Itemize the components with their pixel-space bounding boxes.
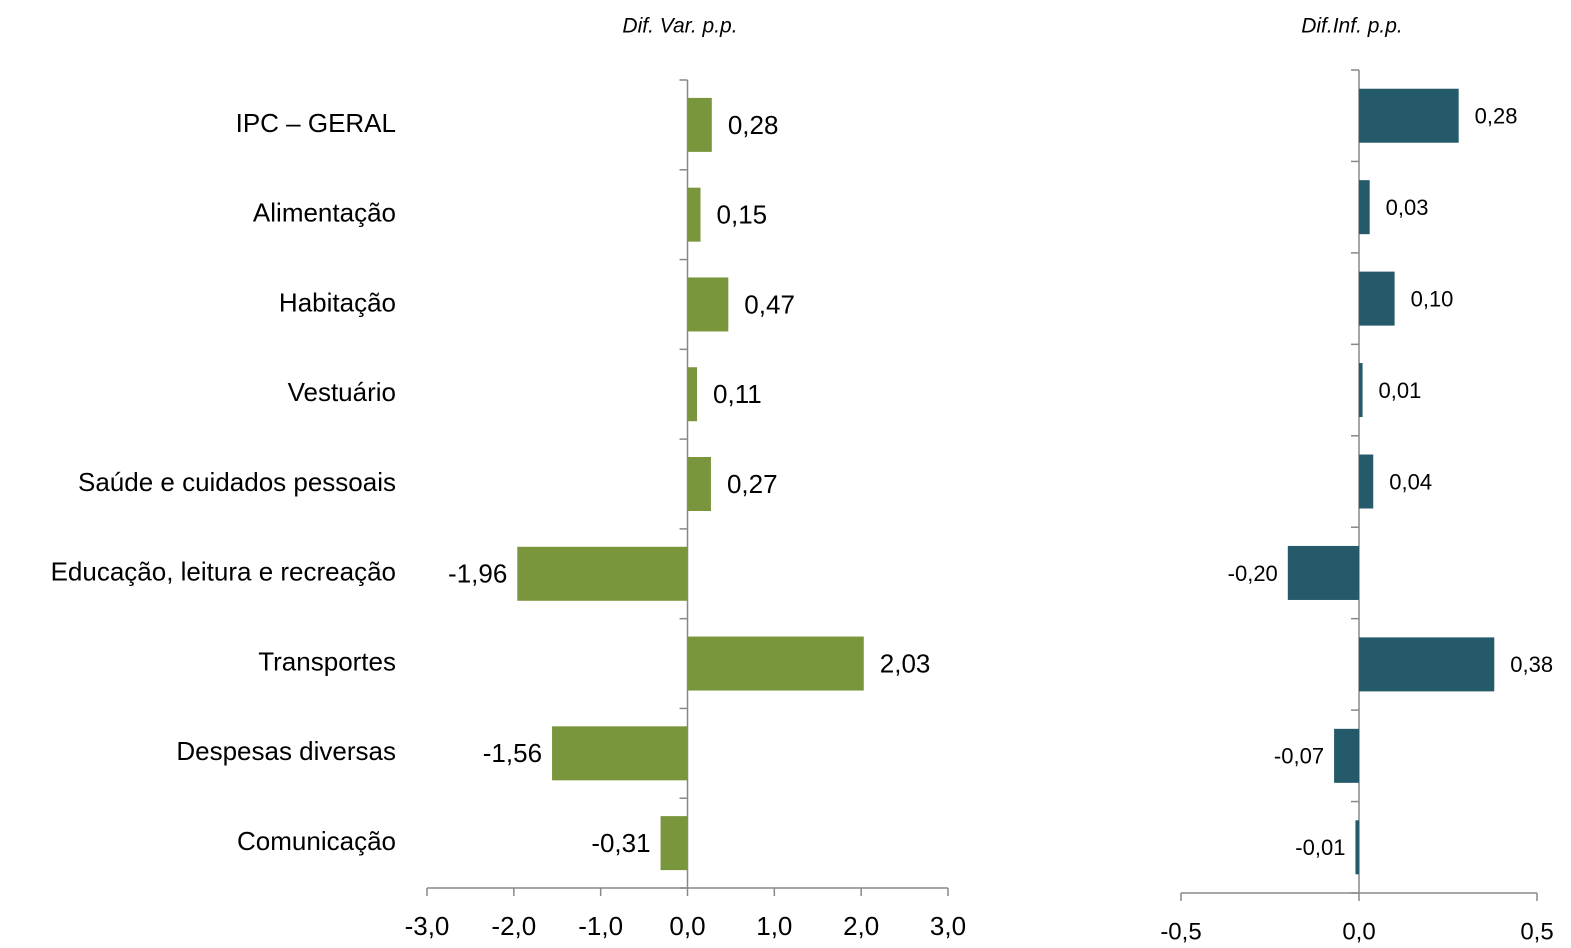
value-label: -1,96 [448,559,507,589]
bar [1287,545,1359,600]
value-label: 0,47 [744,289,795,319]
bar [687,636,864,691]
category-label: Vestuário [288,377,396,407]
chart-title: Dif. Var. p.p. [622,15,737,38]
x-tick-label: 3,0 [930,911,966,941]
bar [1359,88,1459,143]
bar [687,367,698,422]
chart-title: Dif.Inf. p.p. [1301,15,1403,38]
value-label: -0,07 [1274,744,1324,769]
value-label: -0,01 [1295,835,1345,860]
value-label: 0,27 [727,469,778,499]
category-label: Transportes [258,646,396,676]
bar [1359,454,1374,509]
x-tick-label: -2,0 [491,911,536,941]
value-label: 2,03 [880,648,931,678]
x-tick-label: 1,0 [756,911,792,941]
bar [517,546,688,601]
bar [687,97,712,152]
bar [552,726,688,781]
value-label: -1,56 [483,738,542,768]
category-label: Alimentação [253,198,396,228]
x-tick-label: -3,0 [405,911,450,941]
x-tick-label: 0,0 [669,911,705,941]
bar [1355,820,1359,875]
value-label: 0,10 [1411,286,1454,311]
bar [660,816,688,871]
bar [687,187,701,242]
value-label: 0,28 [728,110,779,140]
x-tick-label: -0,5 [1160,918,1201,945]
bar [687,457,711,511]
value-label: 0,04 [1389,469,1432,494]
value-label: 0,15 [717,200,768,230]
category-label: Habitação [279,287,396,317]
bar [1359,180,1370,235]
bar [1359,637,1495,692]
x-tick-label: 2,0 [843,911,879,941]
value-label: 0,01 [1379,378,1422,403]
value-label: -0,20 [1228,561,1278,586]
bar [1334,728,1359,783]
value-label: 0,38 [1510,652,1553,677]
bar [1359,271,1395,326]
category-label: Educação, leitura e recreação [51,557,396,587]
category-label: Comunicação [237,826,396,856]
x-tick-label: -1,0 [578,911,623,941]
category-label: IPC – GERAL [236,108,396,138]
x-tick-label: 0,5 [1520,918,1553,945]
category-label: Saúde e cuidados pessoais [78,467,396,497]
category-label: Despesas diversas [176,736,396,766]
value-label: 0,11 [713,379,762,409]
value-label: -0,31 [591,828,650,858]
value-label: 0,28 [1475,104,1518,129]
x-tick-label: 0,0 [1342,918,1375,945]
value-label: 0,03 [1386,195,1429,220]
bar [687,277,729,332]
bar [1359,363,1363,418]
